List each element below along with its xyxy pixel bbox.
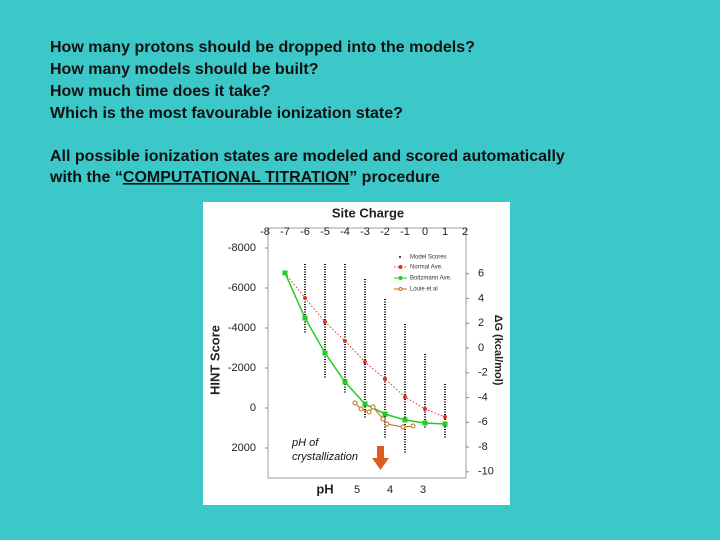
- top-tick-label: -7: [280, 226, 290, 238]
- legend-label: Normal Ave.: [410, 265, 443, 271]
- y-tick-label: -8000: [228, 242, 256, 254]
- point: [352, 400, 358, 406]
- y2-tick-label: 0: [478, 342, 484, 354]
- plot-frame: [267, 227, 467, 479]
- top-tick-label: 1: [442, 226, 448, 238]
- top-tick-label: 2: [462, 226, 468, 238]
- legend-label: Louie et al: [410, 287, 438, 293]
- point: [303, 296, 307, 300]
- x-axis-label: pH: [316, 481, 333, 496]
- legend-label: Boltzmann Ave.: [410, 276, 452, 282]
- statement: All possible ionization states are model…: [50, 148, 565, 165]
- point: [443, 415, 447, 419]
- point: [384, 421, 390, 427]
- point: [380, 416, 386, 422]
- y2-tick-label: -8: [478, 441, 488, 453]
- y-tick-label: -6000: [228, 282, 256, 294]
- chart-title: Site Charge: [332, 205, 404, 220]
- point: [358, 406, 364, 412]
- point: [342, 379, 348, 385]
- arrow: [377, 446, 384, 460]
- x-tick-label: 5: [354, 484, 360, 496]
- question: How much time does it take?: [50, 83, 270, 100]
- y-tick-label: 2000: [232, 442, 256, 454]
- point: [410, 423, 416, 429]
- statement-text: ” procedure: [349, 169, 440, 186]
- question: How many protons should be dropped into …: [50, 39, 475, 56]
- top-tick-label: -4: [340, 226, 350, 238]
- y2-tick-label: 2: [478, 317, 484, 329]
- top-tick-label: -2: [380, 226, 390, 238]
- y-tick-label: -4000: [228, 322, 256, 334]
- top-tick-label: -1: [400, 226, 410, 238]
- legend-swatch: [399, 256, 401, 258]
- y-axis-label: HINT Score: [207, 325, 222, 395]
- y-tick-label: 0: [250, 402, 256, 414]
- y2-tick-label: 4: [478, 292, 484, 304]
- annotation: pH of: [291, 437, 319, 449]
- x-tick-label: 4: [387, 484, 393, 496]
- y2-axis-label: ΔG (kcal/mol): [492, 315, 504, 386]
- point: [302, 315, 308, 321]
- point: [423, 407, 427, 411]
- y2-tick-label: -10: [478, 466, 494, 478]
- point: [343, 339, 347, 343]
- point: [382, 411, 388, 417]
- point: [362, 401, 368, 407]
- statement-text: with the “: [49, 169, 123, 186]
- top-tick-label: -6: [300, 226, 310, 238]
- legend-swatch: [398, 287, 403, 291]
- figure-background: [203, 202, 510, 505]
- point: [400, 424, 406, 430]
- point: [383, 377, 387, 381]
- point: [442, 421, 448, 427]
- y-tick-label: -2000: [228, 362, 256, 374]
- y2-tick-label: -4: [478, 391, 488, 403]
- point: [422, 420, 428, 426]
- top-tick-label: 0: [422, 226, 428, 238]
- legend-swatch: [398, 276, 403, 280]
- x-tick-label: 3: [420, 484, 426, 496]
- y2-tick-label: -2: [478, 367, 488, 379]
- annotation: crystallization: [292, 451, 358, 463]
- arrow: [372, 458, 389, 470]
- legend-swatch: [398, 265, 403, 269]
- procedure-name: COMPUTATIONAL TITRATION: [123, 169, 349, 186]
- point: [363, 360, 367, 364]
- point: [282, 270, 288, 276]
- point: [323, 320, 327, 324]
- y2-tick-label: -6: [478, 416, 488, 428]
- point: [370, 404, 376, 410]
- top-tick-label: -8: [260, 226, 270, 238]
- statement: with the “COMPUTATIONAL TITRATION” proce…: [49, 169, 440, 186]
- top-tick-label: -5: [320, 226, 330, 238]
- point: [403, 395, 407, 399]
- point: [402, 417, 408, 423]
- legend-label: Model Scores: [410, 255, 447, 261]
- question: Which is the most favourable ionization …: [50, 105, 403, 122]
- y2-tick-label: 6: [478, 268, 484, 280]
- point: [322, 350, 328, 356]
- point: [366, 409, 372, 415]
- question: How many models should be built?: [50, 61, 318, 78]
- top-tick-label: -3: [360, 226, 370, 238]
